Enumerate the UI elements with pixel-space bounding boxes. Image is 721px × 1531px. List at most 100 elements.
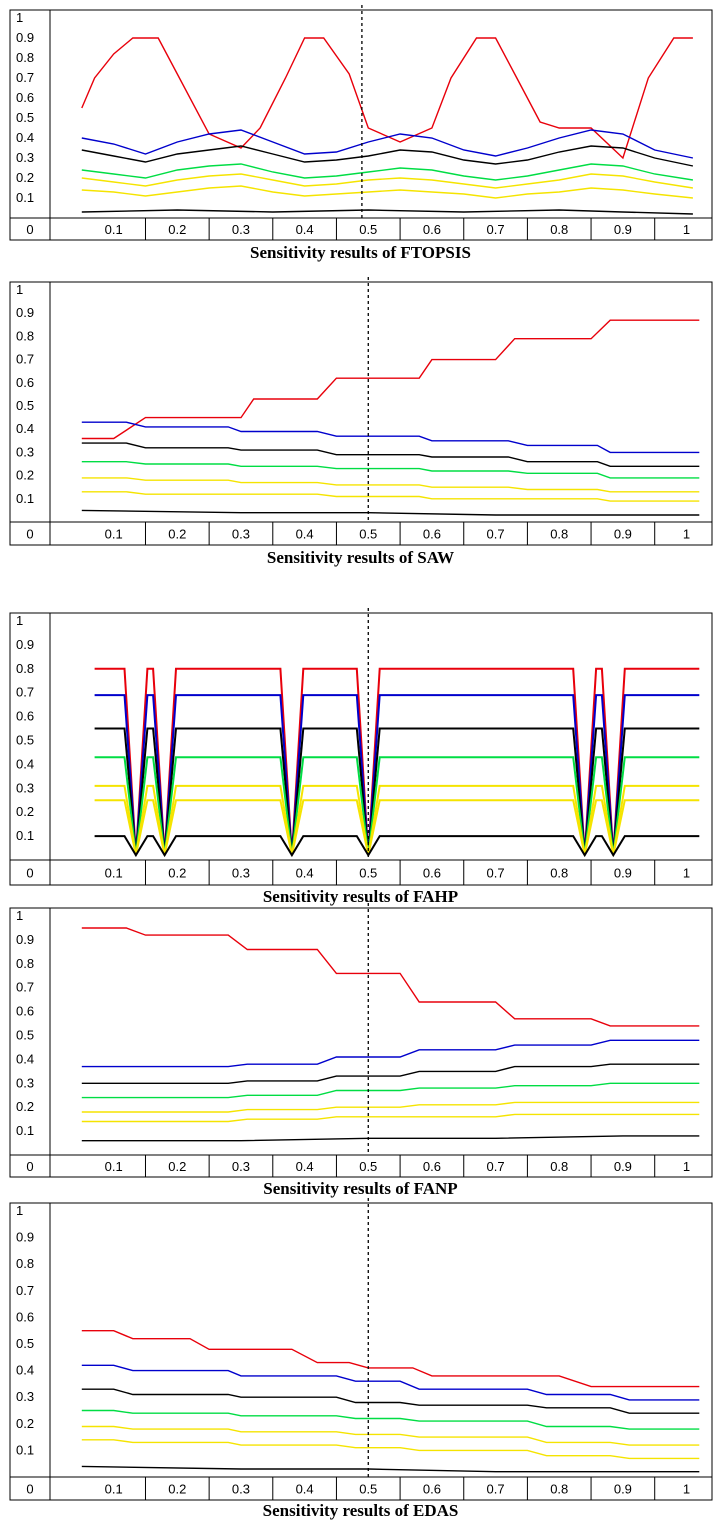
y-tick-label: 0.7 (16, 352, 34, 367)
y-tick-label: 0.6 (16, 1309, 34, 1324)
series-line (81, 1082, 700, 1099)
x-tick-label: 1 (683, 222, 690, 237)
y-tick-label: 0.5 (16, 398, 34, 413)
y-tick-label: 0.9 (16, 30, 34, 45)
y-tick-label: 0.9 (16, 932, 34, 947)
series-line (81, 461, 700, 479)
series-line (81, 209, 693, 215)
x-tick-label: 0 (26, 527, 33, 542)
chart-fanp: 1 0.9 0.8 0.7 0.6 0.5 0.4 0.3 0.2 0.1 0 0.1 0.2 0.3 0.… (0, 900, 721, 1200)
x-tick-label: 0.9 (614, 222, 632, 237)
chart-frame (9, 1202, 713, 1501)
series-line (81, 1364, 700, 1401)
x-tick-label: 1 (683, 1482, 690, 1497)
x-tick-label: 0 (26, 1159, 33, 1174)
x-tick-label: 0.7 (487, 527, 505, 542)
chart-saw: 1 0.9 0.8 0.7 0.6 0.5 0.4 0.3 0.2 0.1 0 0.1 0.2 0.3 0.… (0, 270, 721, 570)
chart-frame (9, 281, 713, 546)
chart-title-saw: Sensitivity results of SAW (266, 548, 455, 567)
series-line (81, 509, 700, 516)
x-tick-label: 0.4 (296, 866, 314, 881)
x-tick-label: 0.8 (550, 1482, 568, 1497)
y-tick-label: 0.6 (16, 1004, 34, 1019)
x-tick-label: 0.8 (550, 222, 568, 237)
x-tick-label: 0.2 (168, 527, 186, 542)
chart-title-fanp: Sensitivity results of FANP (263, 1179, 458, 1198)
x-tick-label: 0.8 (550, 1159, 568, 1174)
series-line (94, 727, 700, 856)
x-tick-label: 0.6 (423, 1482, 441, 1497)
y-tick-label: 0.5 (16, 1336, 34, 1351)
y-tick-label: 0.1 (16, 491, 34, 506)
series-line (94, 667, 700, 856)
y-tick-label: 0.2 (16, 804, 34, 819)
x-tick-label: 0.1 (105, 1482, 123, 1497)
x-tick-label: 0.1 (105, 527, 123, 542)
x-tick-label: 0.2 (168, 1159, 186, 1174)
x-tick-label: 0.7 (487, 866, 505, 881)
y-tick-label: 0.5 (16, 1028, 34, 1043)
x-tick-label: 1 (683, 1159, 690, 1174)
series-line (81, 319, 700, 440)
y-tick-label: 0.1 (16, 190, 34, 205)
y-tick-label: 0.1 (16, 1123, 34, 1138)
chart-svg-fahp: 1 0.9 0.8 0.7 0.6 0.5 0.4 0.3 0.2 0.1 0 0.1 0.2 0.3 0.… (9, 608, 713, 886)
y-tick-label: 0.3 (16, 444, 34, 459)
x-tick-label: 0.9 (614, 866, 632, 881)
x-tick-label: 0.1 (105, 1159, 123, 1174)
y-tick-label: 0.8 (16, 661, 34, 676)
x-tick-label: 0.5 (359, 1159, 377, 1174)
x-tick-label: 0.1 (105, 222, 123, 237)
series-line (81, 173, 694, 189)
y-tick-label: 0.7 (16, 1283, 34, 1298)
x-tick-label: 0.8 (550, 527, 568, 542)
x-tick-label: 0 (26, 1482, 33, 1497)
series-line (94, 835, 700, 858)
series-line (81, 1330, 700, 1388)
series-line (81, 1101, 700, 1113)
y-tick-label: 0.3 (16, 1075, 34, 1090)
series-line (81, 927, 700, 1027)
y-tick-label: 0.2 (16, 170, 34, 185)
series-line (81, 491, 700, 502)
series-line (94, 799, 700, 856)
series-line (81, 442, 700, 467)
y-tick-label: 0.1 (16, 1442, 34, 1457)
series-line (81, 145, 694, 167)
y-tick-label: 0.7 (16, 70, 34, 85)
x-tick-label: 0.5 (359, 1482, 377, 1497)
y-tick-label: 0.7 (16, 980, 34, 995)
x-tick-label: 0.2 (168, 1482, 186, 1497)
series-line (81, 129, 694, 159)
x-tick-label: 0.7 (487, 1159, 505, 1174)
y-tick-label: 0.8 (16, 956, 34, 971)
chart-ftopsis: 1 0.9 0.8 0.7 0.6 0.5 0.4 0.3 0.2 0.1 0 0.1 0.2 0.3 0.… (0, 0, 721, 265)
chart-frame (9, 9, 713, 241)
x-tick-label: 0.8 (550, 866, 568, 881)
x-tick-label: 0.6 (423, 222, 441, 237)
chart-frame (9, 907, 713, 1178)
series-line (81, 1439, 700, 1460)
y-tick-label: 0.6 (16, 90, 34, 105)
y-tick-label: 0.5 (16, 110, 34, 125)
y-tick-label: 0.6 (16, 709, 34, 724)
y-tick-label: 0.3 (16, 780, 34, 795)
x-tick-label: 0.6 (423, 1159, 441, 1174)
chart-svg-saw: 1 0.9 0.8 0.7 0.6 0.5 0.4 0.3 0.2 0.1 0 0.1 0.2 0.3 0.… (9, 277, 713, 546)
x-tick-label: 0.5 (359, 527, 377, 542)
y-tick-label: 0.2 (16, 1416, 34, 1431)
chart-svg-ftopsis: 1 0.9 0.8 0.7 0.6 0.5 0.4 0.3 0.2 0.1 0 0.1 0.2 0.3 0.… (9, 5, 713, 241)
y-tick-label: 0.6 (16, 375, 34, 390)
series-line (81, 421, 700, 454)
x-tick-label: 0.4 (296, 1159, 314, 1174)
y-tick-label: 1 (16, 10, 23, 25)
chart-fahp: 1 0.9 0.8 0.7 0.6 0.5 0.4 0.3 0.2 0.1 0 0.1 0.2 0.3 0.… (0, 605, 721, 915)
chart-title-edas: Sensitivity results of EDAS (262, 1501, 459, 1520)
x-tick-label: 1 (683, 866, 690, 881)
y-tick-label: 0.9 (16, 1230, 34, 1245)
y-tick-label: 0.5 (16, 733, 34, 748)
y-tick-label: 0.9 (16, 305, 34, 320)
series-line (81, 1388, 700, 1414)
series-line (94, 784, 700, 856)
x-tick-label: 0.4 (296, 527, 314, 542)
